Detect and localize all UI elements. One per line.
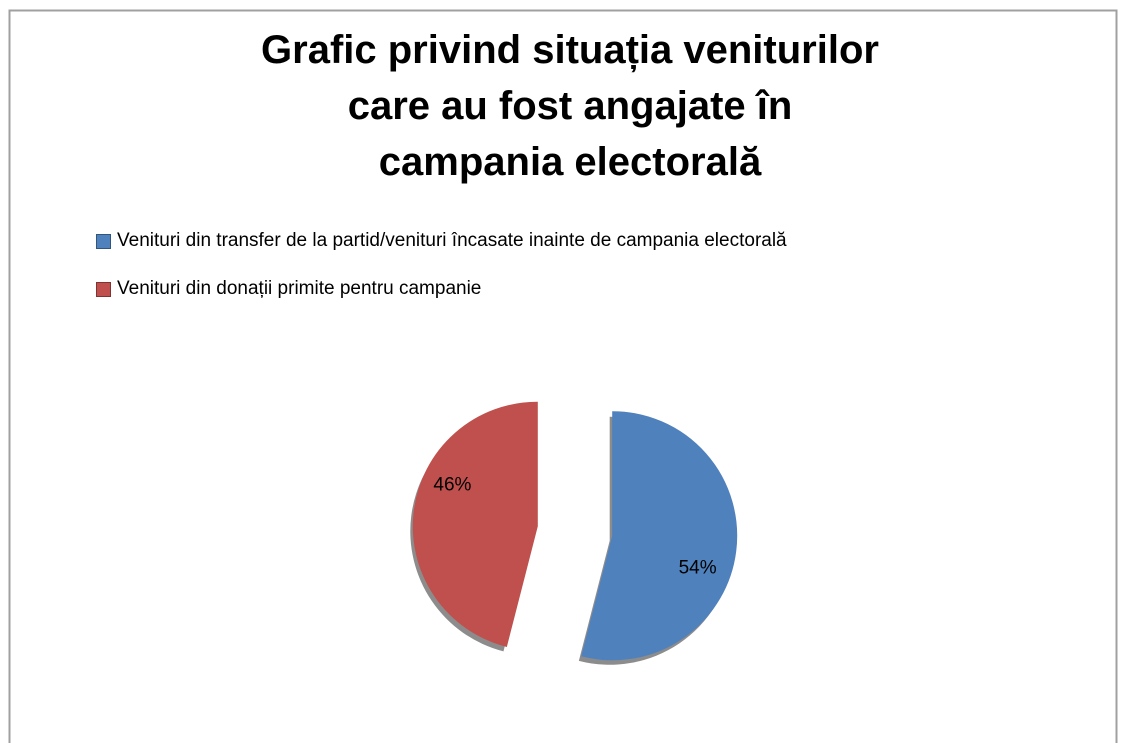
legend-swatch: [96, 233, 111, 249]
legend-item: Venituri din donații primite pentru camp…: [96, 278, 481, 300]
legend-swatch: [96, 281, 111, 297]
legend-label: Venituri din donații primite pentru camp…: [117, 278, 482, 299]
legend-item: Venituri din transfer de la partid/venit…: [96, 230, 787, 252]
pie-slice: [412, 401, 538, 647]
legend-label: Venituri din transfer de la partid/venit…: [117, 230, 787, 251]
chart-border: [8, 9, 1118, 743]
data-label: 46%: [433, 475, 471, 496]
chart-title: Grafic privind situația veniturilor care…: [261, 28, 879, 184]
data-label: 54%: [679, 558, 717, 579]
pie-slice: [581, 411, 738, 661]
